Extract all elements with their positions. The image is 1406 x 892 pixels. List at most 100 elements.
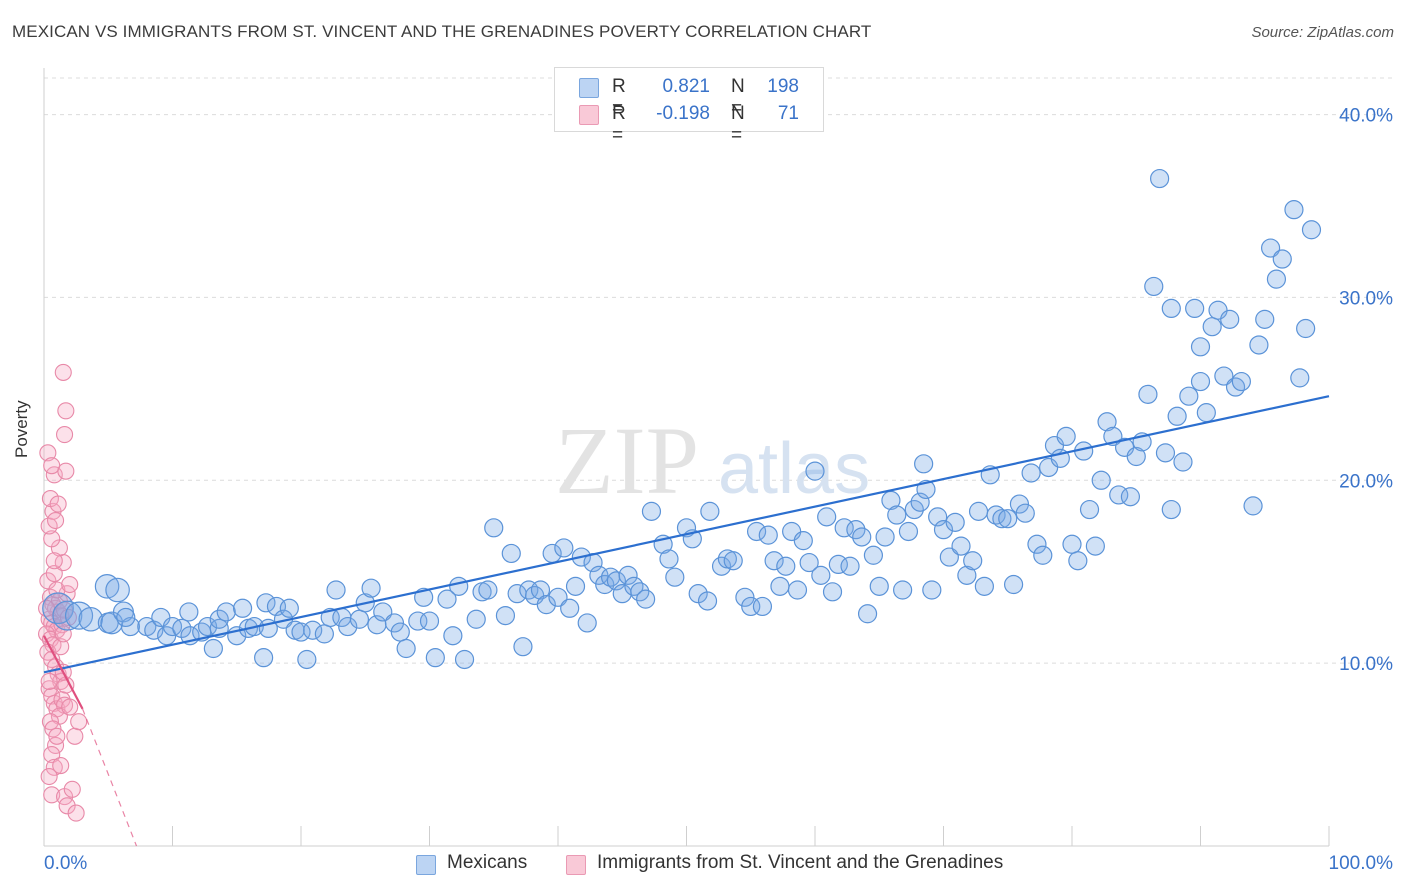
mexicans-point xyxy=(1009,494,1030,514)
immigrants-point xyxy=(58,797,76,815)
mexicans-point xyxy=(974,576,994,596)
mexicans-point xyxy=(840,556,860,576)
n-value: 198 xyxy=(767,76,799,97)
immigrants-point xyxy=(54,363,72,381)
mexicans-point xyxy=(723,551,743,571)
mexicans-point xyxy=(928,507,948,527)
mexicans-point xyxy=(822,582,843,602)
mexicans-point xyxy=(454,649,475,670)
immigrants-point xyxy=(61,575,79,594)
trend-lines xyxy=(43,395,1330,847)
immigrants-point xyxy=(70,713,88,731)
mexicans-point xyxy=(105,577,130,603)
mexicans-point xyxy=(1179,386,1199,406)
y-tick-label: 30.0% xyxy=(1339,288,1393,309)
mexicans-point xyxy=(1296,318,1316,339)
mexicans-point xyxy=(641,501,662,521)
grid-lines xyxy=(44,77,1392,664)
x-tick-label: 0.0% xyxy=(44,853,87,874)
immigrants-point xyxy=(66,727,84,745)
mexicans-point xyxy=(951,536,971,556)
mexicans-point xyxy=(279,598,299,618)
chart-title: MEXICAN VS IMMIGRANTS FROM ST. VINCENT A… xyxy=(12,22,872,41)
y-axis-title: Poverty xyxy=(12,400,31,458)
mexicans-point xyxy=(1161,298,1181,318)
mexicans-point xyxy=(1284,200,1304,220)
mexicans-point xyxy=(1173,452,1193,472)
mexicans-point xyxy=(530,580,551,600)
mexicans-point xyxy=(624,576,644,596)
mexicans-point xyxy=(898,521,919,542)
immigrants-point xyxy=(57,402,75,420)
mexicans-point xyxy=(945,512,965,532)
mexicans-point xyxy=(548,587,568,607)
mexicans-point xyxy=(1085,536,1105,556)
y-tick-label: 40.0% xyxy=(1339,106,1393,127)
mexicans-point xyxy=(1033,545,1053,565)
mexicans-point xyxy=(256,593,276,613)
mexicans-point xyxy=(665,567,685,587)
legend-swatch-mexicans xyxy=(416,855,436,875)
mexicans-point xyxy=(1021,463,1041,483)
mexicans-point xyxy=(120,616,141,637)
mexicans-point xyxy=(1167,406,1187,426)
mexicans-point xyxy=(805,461,825,481)
mexicans-point xyxy=(94,574,120,599)
immigrants-point xyxy=(47,511,65,530)
mexicans-point xyxy=(910,492,930,512)
immigrants-point xyxy=(49,495,67,513)
mexicans-point xyxy=(209,609,229,629)
mexicans-point xyxy=(484,518,504,538)
immigrants-point xyxy=(40,767,58,786)
mexicans-point xyxy=(419,611,440,631)
r-value: -0.198 xyxy=(656,103,710,124)
mexicans-point xyxy=(1214,366,1234,386)
mexicans-point xyxy=(869,576,889,596)
immigrants-point xyxy=(43,786,61,804)
immigrants-point xyxy=(48,727,66,745)
r-value: 0.821 xyxy=(662,76,710,97)
stats-legend: R = 0.821 N = 198 R = -0.198 N = 71 xyxy=(554,67,824,146)
mexicans-point xyxy=(478,580,498,600)
mexicans-point xyxy=(338,616,358,637)
mexicans-point xyxy=(817,507,837,527)
mexicans-point xyxy=(700,501,720,521)
mexicans-point xyxy=(466,609,486,629)
blue-series-points xyxy=(42,168,1322,670)
mexicans-point xyxy=(314,624,334,644)
mexicans-trend-line xyxy=(43,395,1330,674)
mexicans-point xyxy=(297,649,317,670)
mexicans-point xyxy=(116,607,136,628)
mexicans-point xyxy=(501,543,521,564)
n-label: N = xyxy=(731,76,745,119)
mexicans-point xyxy=(414,587,434,607)
immigrants-point xyxy=(63,780,81,798)
mexicans-point xyxy=(992,509,1012,529)
mexicans-point xyxy=(1120,487,1141,507)
mexicans-point xyxy=(326,580,346,600)
mexicans-point xyxy=(1015,503,1035,523)
mexicans-point xyxy=(852,527,872,547)
mexicans-point xyxy=(986,505,1006,525)
mexicans-point xyxy=(1301,220,1322,240)
mexicans-point xyxy=(1220,309,1240,329)
x-tick-label: 100.0% xyxy=(1329,853,1394,874)
immigrants-point xyxy=(45,552,63,570)
chart-source: Source: ZipAtlas.com xyxy=(1251,24,1394,41)
mexicans-point xyxy=(776,556,796,576)
mexicans-point xyxy=(384,613,405,633)
mexicans-point xyxy=(1202,317,1222,337)
mexicans-point xyxy=(565,576,586,596)
immigrants-point xyxy=(52,756,70,775)
immigrants-point xyxy=(43,530,61,548)
mexicans-point xyxy=(887,505,907,525)
immigrants-point xyxy=(43,746,61,764)
mexicans-point xyxy=(396,638,416,659)
legend-swatch-immigrants xyxy=(566,855,586,875)
mexicans-point xyxy=(179,602,199,622)
mexicans-point xyxy=(1068,551,1088,571)
immigrants-point xyxy=(61,698,79,716)
mexicans-point xyxy=(232,598,253,618)
mexicans-point xyxy=(793,531,813,551)
n-label: N = xyxy=(731,103,745,146)
